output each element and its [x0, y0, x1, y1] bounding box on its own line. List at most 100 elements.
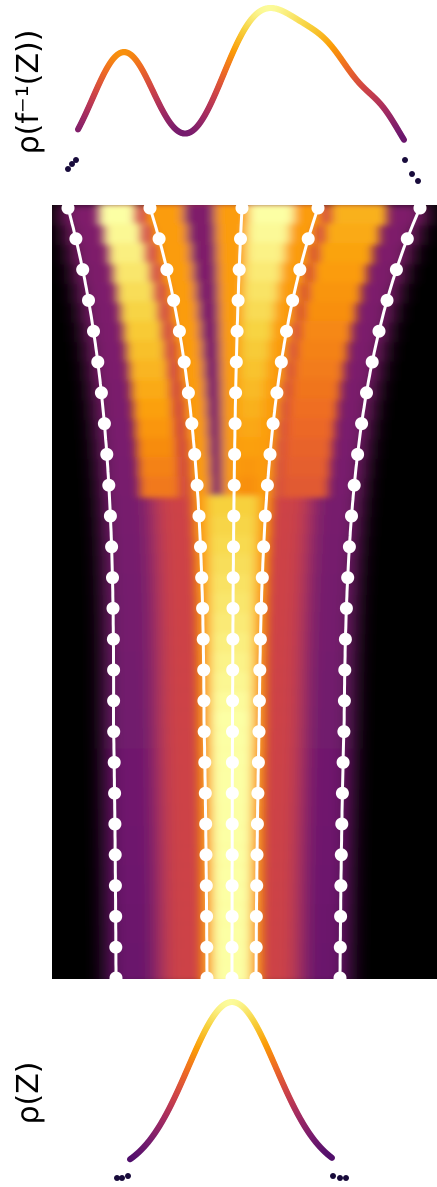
trajectory-point: [87, 324, 100, 338]
trajectory-point: [249, 940, 263, 954]
trajectory-point: [226, 663, 240, 677]
trajectory-point: [226, 571, 240, 585]
top-density-label: ρ(f⁻¹(Z)): [11, 30, 46, 155]
heat-peak: [313, 262, 367, 284]
trajectory-point: [255, 571, 269, 585]
heat-peak: [116, 281, 156, 304]
heat-dip: [208, 437, 223, 459]
trajectory-point: [342, 540, 356, 554]
heat-peak: [290, 379, 341, 401]
trajectory-point: [109, 909, 123, 923]
trajectory-point: [258, 509, 272, 523]
trajectory-point: [107, 663, 121, 677]
trajectory-point: [249, 971, 263, 979]
trajectory-point: [234, 232, 247, 246]
heat-peak: [324, 223, 380, 245]
heat-dip: [207, 417, 223, 440]
trajectory-point: [389, 263, 403, 277]
heat-peak: [304, 301, 356, 323]
trajectory-point: [225, 755, 239, 769]
top-tail-dot: [69, 161, 75, 167]
heat-peak: [296, 340, 348, 362]
trajectory-point: [109, 971, 123, 979]
heat-peak: [245, 262, 281, 284]
trajectory-point: [108, 879, 122, 893]
heat-peak: [300, 320, 352, 343]
trajectory-point: [225, 848, 239, 862]
trajectory-point: [192, 509, 206, 523]
heat-peak: [237, 456, 259, 479]
heat-dip: [203, 359, 221, 382]
trajectory-point: [143, 205, 157, 215]
trajectory-point: [252, 694, 266, 708]
trajectory-point: [69, 232, 83, 246]
trajectory-point: [337, 725, 351, 739]
heat-peak: [135, 417, 175, 440]
heat-peak: [112, 262, 151, 284]
trajectory-point: [360, 386, 373, 400]
heat-peak: [285, 417, 335, 440]
trajectory-point: [355, 417, 369, 431]
trajectory-point: [225, 971, 239, 979]
trajectory-point: [225, 817, 239, 831]
trajectory-point: [76, 263, 90, 277]
trajectory-point: [172, 324, 186, 338]
trajectory-point: [400, 232, 414, 246]
trajectory-point: [167, 293, 181, 307]
trajectory-point: [266, 417, 280, 431]
trajectory-point: [200, 971, 214, 979]
heat-peak: [240, 359, 267, 382]
trajectory-point: [107, 694, 121, 708]
trajectory-point: [250, 848, 264, 862]
trajectory-point: [199, 879, 213, 893]
heat-peak: [247, 223, 289, 245]
top-tail-dot: [409, 171, 415, 177]
trajectory-point: [336, 755, 350, 769]
trajectory-point: [226, 601, 240, 615]
heat-peak: [241, 340, 270, 362]
heat-band: [184, 398, 281, 420]
heat-band: [157, 242, 311, 265]
trajectory-point: [225, 940, 239, 954]
heat-dip: [204, 379, 222, 401]
trajectory-point: [97, 417, 111, 431]
heat-dip: [186, 223, 216, 245]
heat-peak: [238, 437, 260, 459]
trajectory-point: [257, 540, 271, 554]
heat-dip: [209, 456, 223, 479]
heat-peak: [293, 359, 344, 382]
heat-band: [151, 223, 316, 245]
heat-peak: [280, 476, 329, 498]
heat-peak: [246, 242, 285, 265]
heat-peak: [243, 281, 278, 304]
trajectory-point: [253, 663, 267, 677]
trajectory-point: [333, 940, 347, 954]
trajectory-point: [351, 447, 365, 461]
trajectory-point: [249, 909, 263, 923]
trajectory-point: [196, 632, 210, 646]
trajectory-point: [228, 447, 242, 461]
trajectory-point: [251, 786, 265, 800]
heat-dip: [183, 205, 215, 226]
bottom-tail-dot: [119, 1175, 125, 1181]
trajectory-point: [227, 509, 241, 523]
trajectory-point: [335, 817, 349, 831]
trajectory-point: [94, 386, 108, 400]
trajectory-point: [263, 447, 277, 461]
heat-peak: [330, 205, 387, 226]
trajectory-point: [152, 232, 166, 246]
trajectory-point: [197, 725, 211, 739]
trajectory-point: [102, 478, 116, 492]
trajectory-point: [334, 848, 348, 862]
heat-dip: [201, 340, 221, 362]
trajectory-point: [198, 786, 212, 800]
trajectory-point: [334, 909, 348, 923]
heat-band: [146, 205, 322, 226]
trajectory-point: [337, 694, 351, 708]
trajectory-point: [185, 417, 199, 431]
trajectory-point: [274, 355, 288, 369]
trajectory-point: [225, 786, 239, 800]
top-curve-segment: [400, 135, 407, 143]
trajectory-point: [253, 632, 267, 646]
heat-dip: [189, 242, 217, 265]
